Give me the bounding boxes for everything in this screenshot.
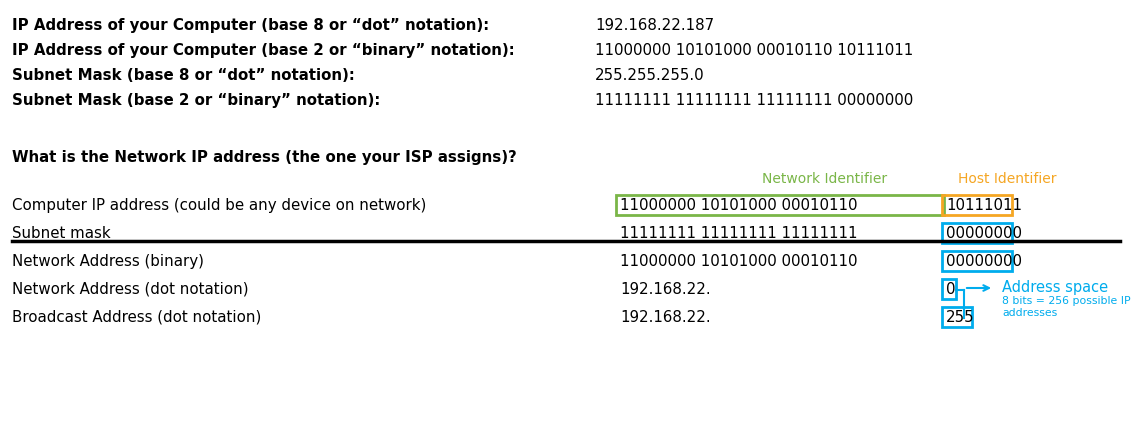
Text: Subnet Mask (base 8 or “dot” notation):: Subnet Mask (base 8 or “dot” notation):: [13, 68, 354, 83]
Text: What is the Network IP address (the one your ISP assigns)?: What is the Network IP address (the one …: [13, 150, 517, 164]
Bar: [942, 307, 972, 327]
Text: 255: 255: [947, 309, 975, 324]
Text: 00000000: 00000000: [947, 253, 1022, 268]
Text: Host Identifier: Host Identifier: [958, 172, 1057, 186]
Text: 0: 0: [947, 281, 956, 296]
Text: Subnet Mask (base 2 or “binary” notation):: Subnet Mask (base 2 or “binary” notation…: [13, 93, 380, 108]
Text: Network Address (binary): Network Address (binary): [13, 253, 204, 268]
Text: Subnet mask: Subnet mask: [13, 225, 110, 240]
Text: 192.168.22.187: 192.168.22.187: [595, 18, 714, 33]
Text: 11111111 11111111 11111111: 11111111 11111111 11111111: [620, 225, 858, 240]
Bar: [942, 224, 1011, 243]
Text: 11111111 11111111 11111111 00000000: 11111111 11111111 11111111 00000000: [595, 93, 913, 108]
Bar: [616, 196, 944, 216]
Text: Address space: Address space: [1002, 279, 1108, 294]
Text: 11000000 10101000 00010110: 11000000 10101000 00010110: [620, 253, 858, 268]
Text: Broadcast Address (dot notation): Broadcast Address (dot notation): [13, 309, 261, 324]
Text: IP Address of your Computer (base 8 or “dot” notation):: IP Address of your Computer (base 8 or “…: [13, 18, 489, 33]
Text: IP Address of your Computer (base 2 or “binary” notation):: IP Address of your Computer (base 2 or “…: [13, 43, 515, 58]
Text: 11000000 10101000 00010110: 11000000 10101000 00010110: [620, 198, 858, 213]
Text: 255.255.255.0: 255.255.255.0: [595, 68, 705, 83]
Bar: [942, 279, 956, 299]
Text: 11000000 10101000 00010110 10111011: 11000000 10101000 00010110 10111011: [595, 43, 913, 58]
Text: 192.168.22.: 192.168.22.: [620, 281, 711, 296]
Text: Network Identifier: Network Identifier: [762, 172, 887, 186]
Text: 10111011: 10111011: [947, 198, 1022, 213]
Text: Network Address (dot notation): Network Address (dot notation): [13, 281, 248, 296]
Text: Computer IP address (could be any device on network): Computer IP address (could be any device…: [13, 198, 426, 213]
Bar: [942, 251, 1011, 271]
Text: 192.168.22.: 192.168.22.: [620, 309, 711, 324]
Bar: [942, 196, 1011, 216]
Text: 00000000: 00000000: [947, 225, 1022, 240]
Text: 8 bits = 256 possible IP
addresses: 8 bits = 256 possible IP addresses: [1002, 295, 1131, 317]
